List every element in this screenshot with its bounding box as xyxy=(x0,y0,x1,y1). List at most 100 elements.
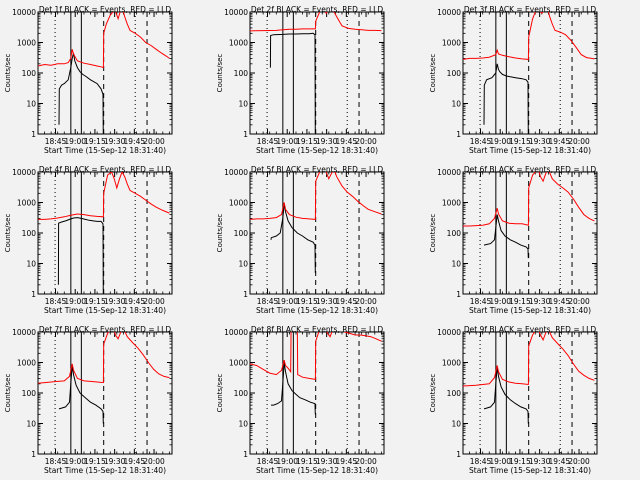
x-tick-label: 18:45 xyxy=(470,297,492,306)
x-tick-label: 19:30 xyxy=(316,137,338,146)
chart-title: Det 1f BLACK = Events, RED = LLD xyxy=(39,5,172,14)
y-tick-label: 1 xyxy=(31,450,36,459)
x-tick-label: 20:00 xyxy=(355,297,377,306)
y-tick-label: 100 xyxy=(447,389,462,398)
chart-title: Det 3f BLACK = Events, RED = LLD xyxy=(464,5,597,14)
x-tick-label: 19:30 xyxy=(529,457,551,466)
y-tick-label: 100 xyxy=(234,69,249,78)
chart-panel-2: 1 10 100 1000 10000 18:4519:0019:1519:3019:45… xyxy=(216,5,385,155)
y-tick-label: 10000 xyxy=(12,328,36,337)
lld-series-line xyxy=(250,172,382,220)
x-tick-label: 20:00 xyxy=(355,457,377,466)
lld-series-line xyxy=(463,332,595,387)
x-tick-label: 18:45 xyxy=(45,457,67,466)
chart-title: Det 5f BLACK = Events, RED = LLD xyxy=(251,165,384,174)
chart-title: Det 9f BLACK = Events, RED = LLD xyxy=(464,325,597,334)
chart-panel-3: 1 10 100 1000 10000 18:4519:0019:1519:3019:45… xyxy=(429,5,598,155)
y-tick-label: 100 xyxy=(447,69,462,78)
x-tick-label: 19:45 xyxy=(124,457,146,466)
x-tick-label: 19:00 xyxy=(64,457,86,466)
x-tick-label: 19:15 xyxy=(509,297,531,306)
chart-panel-6: 1 10 100 1000 10000 18:4519:0019:1519:3019:45… xyxy=(429,165,598,315)
x-tick-label: 19:30 xyxy=(104,457,126,466)
y-axis-label: Counts/sec xyxy=(216,374,224,413)
y-tick-label: 1 xyxy=(243,450,248,459)
x-tick-label: 20:00 xyxy=(143,457,165,466)
x-tick-label: 19:45 xyxy=(549,297,571,306)
y-tick-label: 10000 xyxy=(224,168,248,177)
x-axis-label: Start Time (15-Sep-12 18:31:40) xyxy=(469,466,591,475)
x-axis-label: Start Time (15-Sep-12 18:31:40) xyxy=(256,306,378,315)
x-tick-label: 20:00 xyxy=(355,137,377,146)
y-tick-label: 100 xyxy=(22,229,37,238)
chart-panel-9: 1 10 100 1000 10000 18:4519:0019:1519:3019:45… xyxy=(429,325,598,475)
y-tick-label: 1000 xyxy=(442,39,461,48)
lld-series-line xyxy=(250,12,382,32)
events-series-line xyxy=(483,63,529,134)
x-tick-label: 19:15 xyxy=(509,457,531,466)
x-tick-label: 19:00 xyxy=(489,297,511,306)
x-tick-label: 19:30 xyxy=(316,297,338,306)
x-tick-label: 19:00 xyxy=(489,137,511,146)
y-axis-label: Counts/sec xyxy=(429,374,437,413)
y-tick-label: 1000 xyxy=(442,199,461,208)
y-axis-label: Counts/sec xyxy=(4,54,12,93)
y-tick-label: 10000 xyxy=(12,168,36,177)
chart-panel-5: 1 10 100 1000 10000 18:4519:0019:1519:3019:45… xyxy=(216,165,385,315)
lld-series-line xyxy=(38,12,170,69)
events-series-line xyxy=(58,365,104,424)
y-tick-label: 10 xyxy=(451,420,461,429)
x-tick-label: 20:00 xyxy=(568,137,590,146)
y-tick-label: 10000 xyxy=(437,328,461,337)
x-tick-label: 18:45 xyxy=(257,457,279,466)
x-tick-label: 19:45 xyxy=(549,457,571,466)
y-tick-label: 1000 xyxy=(229,359,248,368)
y-tick-label: 1000 xyxy=(17,199,36,208)
events-series-line xyxy=(58,52,104,134)
lld-series-line xyxy=(463,172,595,227)
lld-series-line xyxy=(38,332,170,384)
chart-title: Det 4f BLACK = Events, RED = LLD xyxy=(39,165,172,174)
x-tick-label: 19:00 xyxy=(489,457,511,466)
events-series-line xyxy=(271,362,316,415)
x-tick-label: 19:30 xyxy=(104,137,126,146)
y-tick-label: 10 xyxy=(238,260,248,269)
y-tick-label: 1000 xyxy=(17,39,36,48)
x-axis-label: Start Time (15-Sep-12 18:31:40) xyxy=(44,146,166,155)
x-tick-label: 18:45 xyxy=(257,297,279,306)
y-tick-label: 10 xyxy=(26,420,36,429)
y-tick-label: 10000 xyxy=(12,8,36,17)
x-tick-label: 20:00 xyxy=(568,457,590,466)
y-tick-label: 10000 xyxy=(224,328,248,337)
y-tick-label: 10 xyxy=(26,260,36,269)
x-tick-label: 19:30 xyxy=(104,297,126,306)
x-tick-label: 19:45 xyxy=(336,137,358,146)
y-tick-label: 1 xyxy=(243,130,248,139)
x-tick-label: 19:15 xyxy=(84,297,106,306)
x-axis-label: Start Time (15-Sep-12 18:31:40) xyxy=(469,146,591,155)
y-tick-label: 100 xyxy=(22,69,37,78)
y-tick-label: 1000 xyxy=(442,359,461,368)
y-tick-label: 100 xyxy=(234,229,249,238)
x-tick-label: 19:00 xyxy=(276,457,298,466)
x-tick-label: 20:00 xyxy=(143,137,165,146)
x-axis-label: Start Time (15-Sep-12 18:31:40) xyxy=(44,466,166,475)
y-tick-label: 10 xyxy=(451,100,461,109)
lld-series-line xyxy=(250,332,382,380)
y-tick-label: 1 xyxy=(456,450,461,459)
events-series-line xyxy=(270,203,316,273)
y-axis-label: Counts/sec xyxy=(216,214,224,253)
chart-title: Det 8f BLACK = Events, RED = LLD xyxy=(251,325,384,334)
y-tick-label: 1000 xyxy=(229,39,248,48)
y-tick-label: 1000 xyxy=(229,199,248,208)
y-tick-label: 10 xyxy=(26,100,36,109)
x-tick-label: 18:45 xyxy=(470,457,492,466)
x-tick-label: 19:30 xyxy=(316,457,338,466)
lld-series-line xyxy=(38,172,170,220)
chart-panel-4: 1 10 100 1000 10000 18:4519:0019:1519:3019:45… xyxy=(4,165,173,315)
chart-title: Det 2f BLACK = Events, RED = LLD xyxy=(251,5,384,14)
chart-panel-1: 1 10 100 1000 10000 18:4519:0019:1519:3019:45… xyxy=(4,5,173,155)
y-tick-label: 10 xyxy=(238,100,248,109)
x-tick-label: 19:15 xyxy=(84,457,106,466)
